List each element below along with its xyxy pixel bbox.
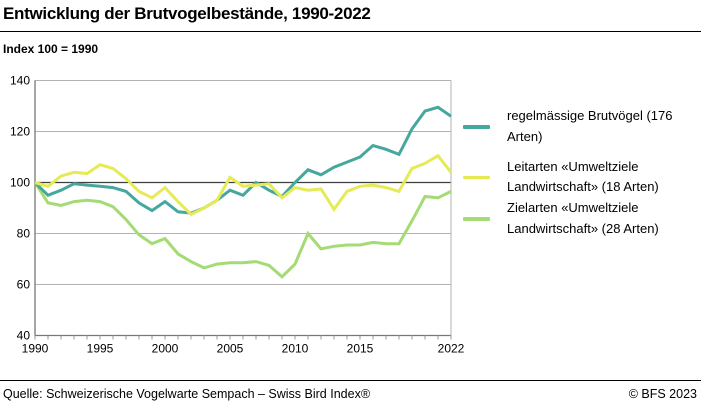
y-tick-label: 80 [17, 227, 31, 241]
x-tick-label: 2005 [217, 342, 244, 356]
y-tick-label: 60 [17, 278, 31, 292]
y-tick-label: 120 [10, 125, 30, 139]
legend-item-regelmaessige-brutvoegel: regelmässige Brutvögel (176 Arten) [460, 106, 698, 148]
x-tick-label: 2000 [152, 342, 179, 356]
legend-item-zielarten-uzl: Zielarten «Umweltziele Landwirtschaft» (… [460, 198, 698, 240]
chart-legend: regelmässige Brutvögel (176 Arten) Leita… [460, 106, 698, 240]
page-title: Entwicklung der Brutvogelbestände, 1990-… [3, 4, 371, 23]
series-line-2 [33, 181, 452, 279]
line-chart: 40 60 80 100 120 140 1990 1995 2000 2005 2010 2015 2… [10, 74, 465, 356]
x-tick-label: 2010 [282, 342, 309, 356]
footer: Quelle: Schweizerische Vogelwarte Sempac… [3, 387, 697, 401]
y-tick-label: 140 [10, 74, 30, 88]
source-note: Quelle: Schweizerische Vogelwarte Sempac… [3, 387, 371, 401]
legend-item-leitarten-uzl: Leitarten «Umweltziele Landwirtschaft» (… [460, 157, 698, 199]
x-tick-label: 2022 [438, 342, 465, 356]
legend-label: Leitarten «Umweltziele Landwirtschaft» (… [507, 158, 659, 195]
legend-label: Zielarten «Umweltziele Landwirtschaft» (… [507, 200, 659, 236]
y-tick-label: 100 [10, 176, 30, 190]
green-line-swatch-icon [463, 217, 490, 221]
title-divider [0, 31, 701, 32]
legend-label: regelmässige Brutvögel (176 Arten) [507, 108, 673, 144]
teal-line-swatch-icon [463, 125, 490, 129]
y-tick-label: 40 [17, 329, 31, 343]
x-tick-label: 1990 [22, 342, 49, 356]
yellow-line-swatch-icon [463, 175, 490, 180]
x-tick-label: 1995 [87, 342, 114, 356]
copyright-note: © BFS 2023 [628, 387, 697, 401]
chart-subtitle: Index 100 = 1990 [3, 42, 99, 56]
series-line-1 [34, 153, 453, 217]
footer-divider [0, 380, 701, 381]
line-chart-area: 40 60 80 100 120 140 1990 1995 2000 2005 2010 2015 2… [0, 60, 465, 360]
series-line-0 [33, 105, 452, 215]
x-tick-label: 2015 [347, 342, 374, 356]
